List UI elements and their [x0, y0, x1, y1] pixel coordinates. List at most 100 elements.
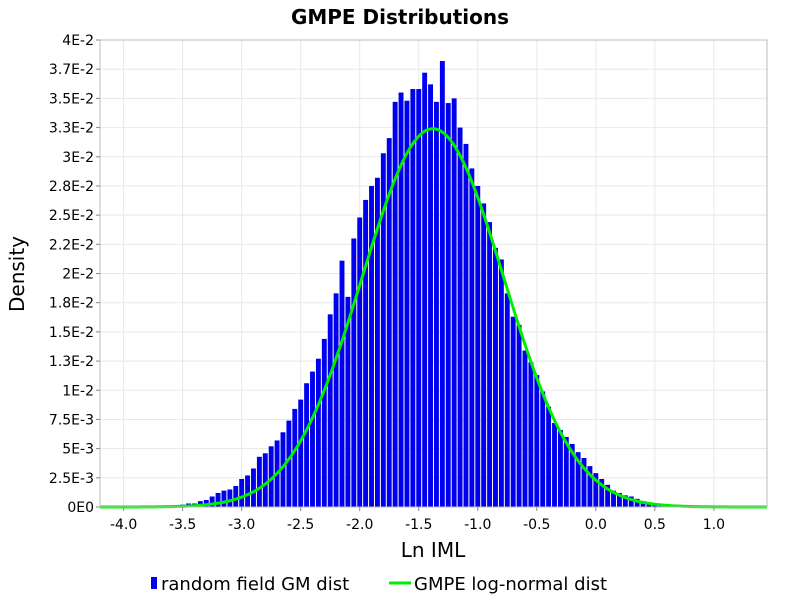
- histogram-bar: [256, 456, 262, 507]
- histogram-bar: [599, 478, 605, 507]
- legend: random field GM dist GMPE log-normal dis…: [151, 574, 607, 595]
- y-axis-label: Density: [5, 236, 29, 312]
- y-tick-label: 3E-2: [62, 150, 94, 166]
- histogram-bar: [380, 153, 386, 507]
- histogram-bar: [557, 429, 563, 507]
- histogram-bar: [374, 177, 380, 507]
- histogram-bar: [209, 496, 215, 507]
- histogram-bar: [221, 490, 227, 507]
- histogram-bar: [428, 84, 433, 508]
- x-tick-label: -0.5: [523, 517, 550, 533]
- histogram-bar: [333, 293, 339, 507]
- histogram-bar: [292, 408, 298, 507]
- histogram-bar: [398, 92, 404, 507]
- histogram-bar: [251, 468, 256, 507]
- histogram-bar: [475, 185, 481, 507]
- y-tick-label: 2E-2: [62, 267, 94, 283]
- x-tick-label: -1.5: [405, 517, 432, 533]
- histogram-bar: [404, 100, 410, 508]
- y-tick-label: 2.5E-2: [49, 208, 94, 224]
- y-tick-label: 1.8E-2: [49, 296, 94, 312]
- x-tick-label: 0.5: [644, 517, 666, 533]
- histogram-bar: [280, 432, 286, 507]
- histogram-bar: [339, 260, 345, 507]
- histogram-bar: [493, 247, 498, 507]
- y-tick-label: 3.7E-2: [49, 62, 94, 78]
- y-tick-label: 2.8E-2: [49, 179, 94, 195]
- x-tick-label: -1.0: [464, 517, 491, 533]
- histogram-bar: [215, 492, 221, 507]
- normal-curve: [100, 127, 767, 509]
- histogram-bar: [616, 492, 622, 507]
- histogram-bar: [552, 422, 557, 507]
- histogram-bar: [534, 375, 540, 507]
- histogram-bar: [481, 203, 487, 507]
- x-tick-label: -4.0: [110, 517, 137, 533]
- legend-label-curve: GMPE log-normal dist: [414, 574, 607, 595]
- histogram-bar: [268, 446, 274, 507]
- y-tick-label: 4E-2: [62, 33, 94, 49]
- histogram-bar: [563, 436, 569, 507]
- y-tick-label: 3.3E-2: [49, 121, 94, 137]
- histogram-bar: [310, 371, 315, 507]
- histogram-bar: [498, 259, 504, 507]
- histogram-bar: [233, 485, 239, 507]
- histogram-bar: [516, 324, 522, 507]
- histogram-bar: [298, 399, 304, 507]
- histogram-bar: [239, 478, 245, 507]
- histogram-bar: [445, 103, 451, 508]
- histogram-bar: [504, 293, 510, 507]
- histogram-bar: [227, 489, 233, 507]
- y-tick-label: 5E-3: [62, 442, 94, 458]
- histogram-bar: [628, 496, 634, 507]
- histogram-bar: [575, 452, 581, 507]
- x-tick-label: -3.5: [169, 517, 196, 533]
- histogram-bar: [634, 498, 640, 507]
- histogram-bar: [321, 338, 327, 507]
- x-axis-ticks: -4.0 -3.5 -3.0 -2.5 -2.0 -1.5 -1.0 -0.5 0.0 0.5 1.…: [110, 507, 725, 533]
- histogram-bar: [451, 98, 457, 507]
- histogram-bar: [357, 217, 363, 507]
- histogram-bar: [439, 61, 445, 507]
- histogram-bar: [457, 127, 463, 507]
- histogram-bar: [463, 143, 469, 507]
- x-tick-label: -2.5: [287, 517, 314, 533]
- histogram-bar: [369, 185, 374, 507]
- histogram-bar: [528, 362, 534, 507]
- y-tick-label: 0E0: [67, 500, 94, 516]
- histogram-bar: [652, 504, 658, 507]
- y-tick-label: 2.2E-2: [49, 237, 94, 253]
- y-axis-ticks: 0E0 2.5E-3 5E-3 7.5E-3 1E-2 1.3E-2 1.5E-2 1.8E-…: [49, 33, 100, 516]
- histogram-bar: [386, 138, 392, 507]
- histogram-bar: [540, 391, 546, 507]
- histogram-bar: [469, 168, 475, 508]
- y-tick-label: 1E-2: [62, 383, 94, 399]
- histogram-bar: [363, 199, 369, 507]
- histogram-bar: [410, 89, 416, 507]
- x-tick-label: -3.0: [228, 517, 255, 533]
- histogram-bar: [622, 495, 628, 507]
- histogram-bar: [245, 475, 251, 507]
- legend-label-histogram: random field GM dist: [161, 574, 349, 595]
- y-tick-label: 2.5E-3: [49, 471, 94, 487]
- histogram-bar: [646, 503, 652, 507]
- histogram-bar: [315, 358, 321, 507]
- histogram-bar: [434, 101, 439, 507]
- histogram-bar: [605, 484, 611, 507]
- histogram-bar: [286, 420, 292, 507]
- histogram-bar: [327, 314, 333, 507]
- histogram-bar: [587, 466, 593, 507]
- histogram-bar: [345, 296, 351, 507]
- y-tick-label: 3.5E-2: [49, 91, 94, 107]
- histogram-bar: [487, 222, 493, 507]
- histogram-bar: [351, 238, 357, 507]
- histogram-bar: [510, 316, 516, 507]
- histogram-bar: [546, 406, 552, 507]
- grid: [100, 39, 767, 508]
- histogram-bar: [262, 453, 268, 507]
- histogram-bar: [416, 89, 422, 507]
- chart-title: GMPE Distributions: [291, 5, 509, 29]
- histogram-bar: [304, 383, 310, 507]
- histogram-bar: [392, 101, 398, 507]
